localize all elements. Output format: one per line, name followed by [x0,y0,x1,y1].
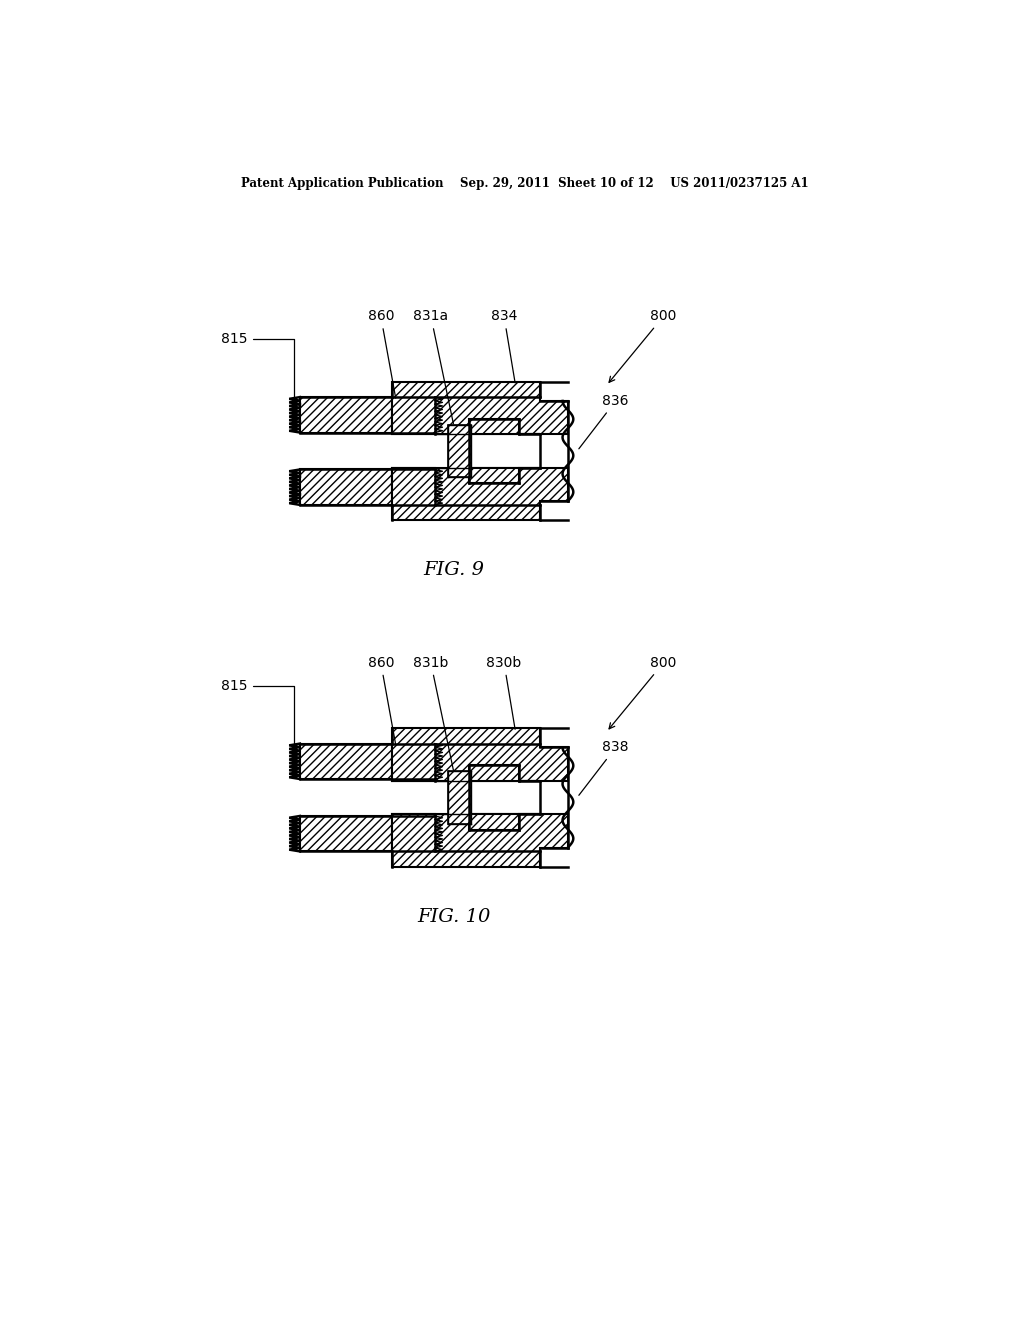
Text: 800: 800 [609,309,677,383]
Text: 830b: 830b [486,656,521,730]
Text: 836: 836 [579,393,629,449]
Text: FIG. 9: FIG. 9 [424,561,484,579]
Polygon shape [392,729,568,780]
Text: 860: 860 [368,309,395,399]
Polygon shape [447,425,471,478]
Polygon shape [392,469,568,520]
Polygon shape [300,397,435,434]
Polygon shape [392,381,568,434]
Polygon shape [469,469,541,483]
Text: 815: 815 [221,333,294,413]
Text: 838: 838 [579,741,629,795]
Text: 831b: 831b [413,656,454,770]
Text: 831a: 831a [414,309,454,424]
Text: 800: 800 [609,656,677,729]
Polygon shape [392,814,568,867]
Polygon shape [469,418,541,434]
Polygon shape [300,469,435,506]
Text: 815: 815 [221,678,294,760]
Text: Patent Application Publication    Sep. 29, 2011  Sheet 10 of 12    US 2011/02371: Patent Application Publication Sep. 29, … [241,177,809,190]
Polygon shape [300,743,435,780]
Polygon shape [300,814,435,851]
Text: FIG. 10: FIG. 10 [417,908,490,925]
Text: 834: 834 [490,309,517,383]
Polygon shape [447,771,471,824]
Text: 860: 860 [368,656,395,744]
Polygon shape [469,814,541,830]
Polygon shape [469,766,541,780]
